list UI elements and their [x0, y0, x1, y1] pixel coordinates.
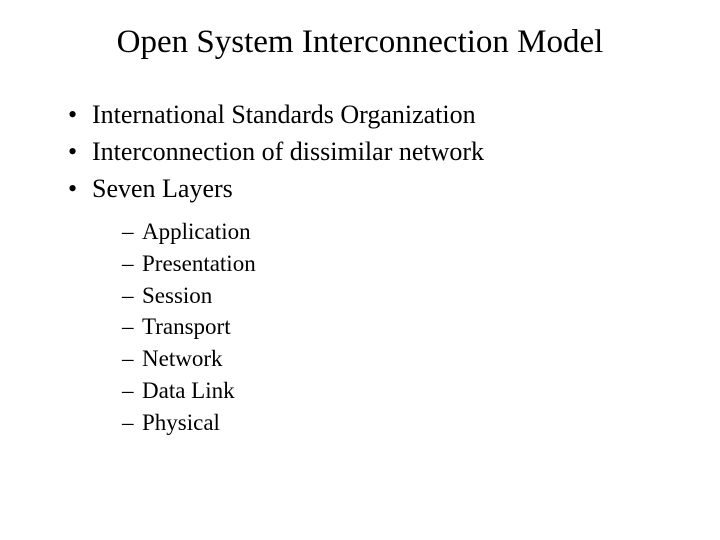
bullet-item: International Standards Organization	[68, 97, 680, 132]
sub-bullet-list: Application Presentation Session Transpo…	[92, 216, 680, 438]
sub-item: Presentation	[122, 248, 680, 280]
sub-item: Application	[122, 216, 680, 248]
sub-item: Network	[122, 343, 680, 375]
bullet-item: Seven Layers Application Presentation Se…	[68, 171, 680, 438]
slide-title: Open System Interconnection Model	[40, 24, 680, 61]
sub-item: Data Link	[122, 375, 680, 407]
main-bullet-list: International Standards Organization Int…	[40, 97, 680, 438]
bullet-item-label: Seven Layers	[92, 174, 233, 203]
sub-item: Session	[122, 280, 680, 312]
bullet-item: Interconnection of dissimilar network	[68, 134, 680, 169]
sub-item: Physical	[122, 407, 680, 439]
sub-item: Transport	[122, 311, 680, 343]
